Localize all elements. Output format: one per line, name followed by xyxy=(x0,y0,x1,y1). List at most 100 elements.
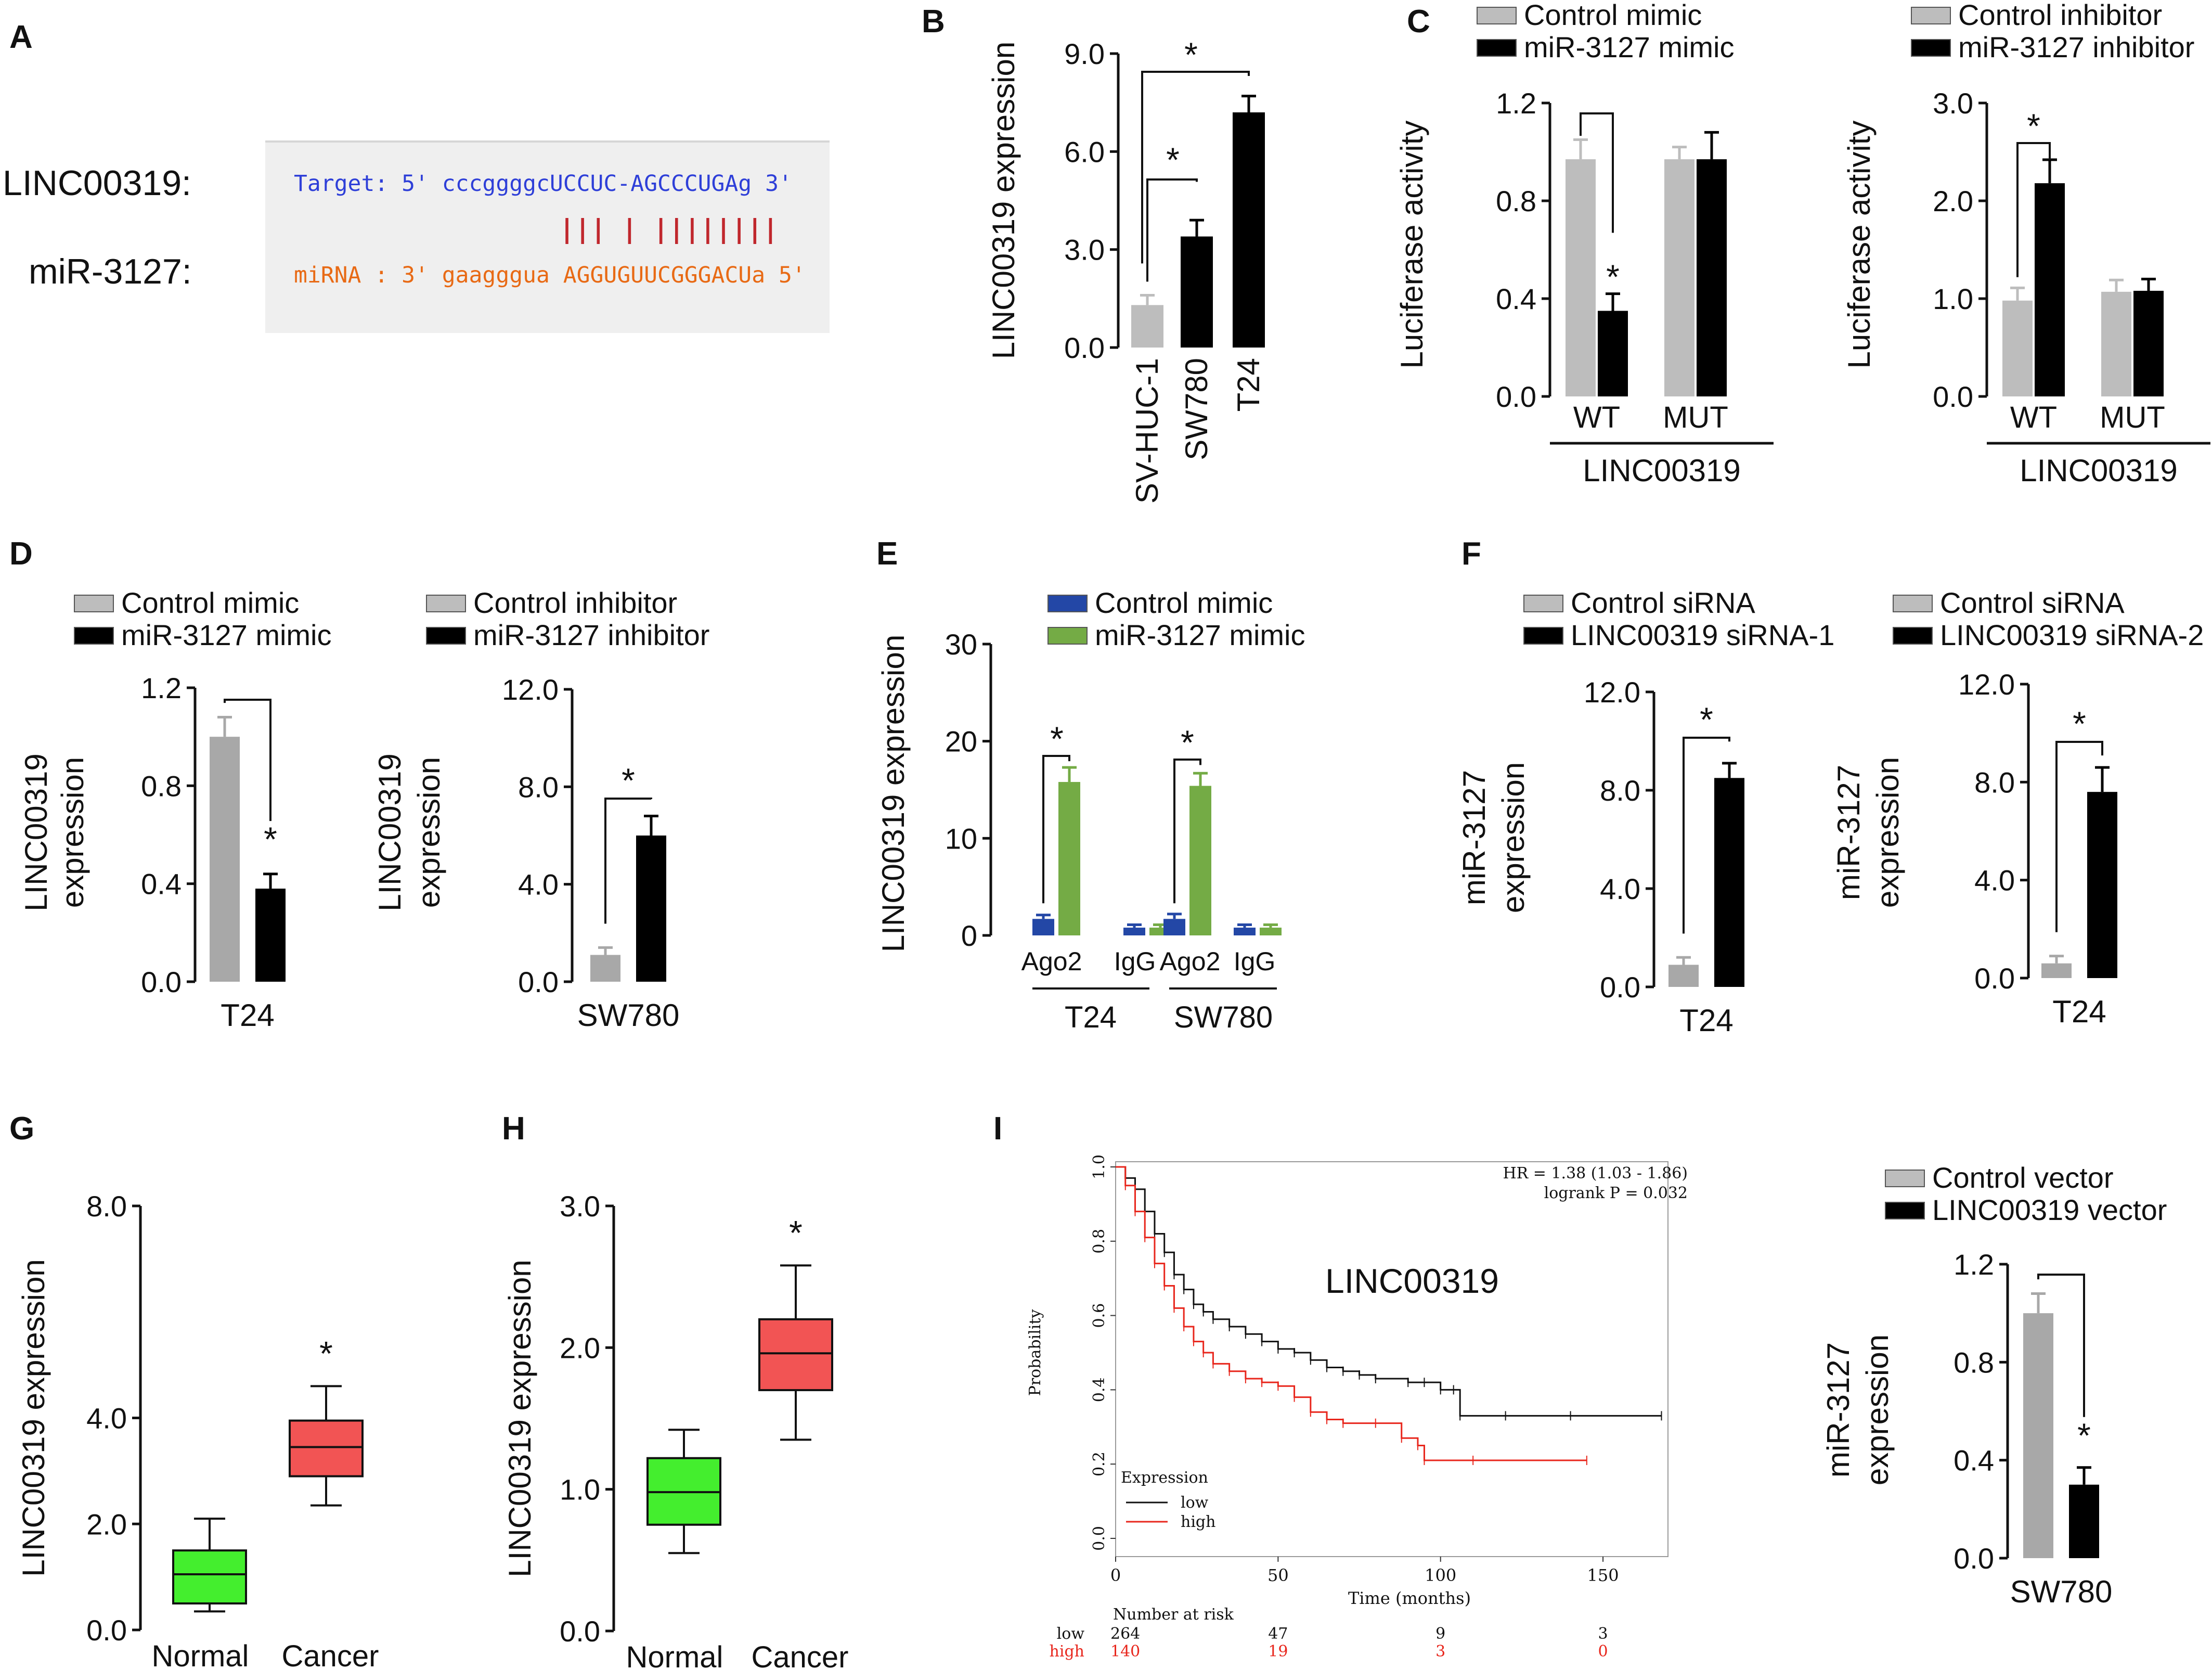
panel-c-inhibitor-y-tick-label: 1.0 xyxy=(1933,282,1973,315)
panel-f-sirna2-sig-bracket-line xyxy=(2055,741,2103,932)
panel-f-sirna2-legend-swatch-0 xyxy=(1893,595,1933,612)
panel-e-bar-control-ago2-2 xyxy=(1163,919,1185,935)
panel-c-inhibitor-group-label: LINC00319 xyxy=(2020,453,2178,488)
panel-d-mimic-x-tick-label: T24 xyxy=(221,998,274,1033)
panel-i-vector-y-label-line1: miR-3127 xyxy=(1821,1342,1856,1478)
panel-d-mimic-legend-swatch-0 xyxy=(74,595,114,612)
panel-d-mimic-legend-item-0: Control mimic xyxy=(121,586,299,619)
panel-c-mimic-y-label: Luciferase activity xyxy=(1394,121,1429,369)
panel-h-box-cancer xyxy=(758,1264,833,1441)
panel-c-inhibitor-bar-control-inhibitor-mut xyxy=(2101,291,2131,396)
panel-i-km-x-label: Time (months) xyxy=(1348,1588,1471,1608)
panel-i-vector-legend-item-0: Control vector xyxy=(1932,1161,2114,1194)
panel-i-km-x-tick-label: 150 xyxy=(1587,1565,1619,1585)
target-sequence: Target: 5' cccggggcUCCUC-AGCCCUGAg 3' xyxy=(294,171,792,197)
panel-d-mimic-bar-treatment xyxy=(255,889,286,982)
panel-g-y-tick-label: 0.0 xyxy=(86,1614,127,1647)
panel-g-y-label: LINC00319 expression xyxy=(16,1259,51,1576)
panel-b-bar-t24 xyxy=(1233,112,1265,348)
panel-label-h: H xyxy=(502,1111,525,1147)
panel-b-y-tick-label: 9.0 xyxy=(1064,37,1105,70)
panel-h-box-normal xyxy=(646,1429,721,1555)
panel-d-inhibitor-y-tick-label: 0.0 xyxy=(518,966,559,998)
panel-c-mimic-sig-bracket xyxy=(1580,112,1614,233)
panel-d-inhibitor-legend-swatch-1 xyxy=(426,627,466,645)
panel-i-vector-x-tick-label: SW780 xyxy=(2010,1574,2113,1609)
panel-h-y-tick-label: 1.0 xyxy=(560,1473,600,1506)
charts-layer: 0.0 3.0 6.0 9.0 LINC00319 expression SV-HUC-1… xyxy=(16,0,2210,1670)
panel-g-iqr-box xyxy=(289,1419,364,1478)
panel-d-inhibitor-bar-treatment xyxy=(636,836,666,982)
panel-b-sig-star-2: * xyxy=(1184,35,1198,74)
alignment-box xyxy=(265,140,830,333)
panel-b-y-tick-label: 6.0 xyxy=(1064,135,1105,168)
panel-c-mimic-sig-star-bar: * xyxy=(1606,258,1620,296)
panel-c-mimic-y-tick-label: 1.2 xyxy=(1496,87,1536,120)
panel-i-km-y-tick-label: 0.2 xyxy=(1090,1451,1108,1476)
panel-h-y-tick-label: 3.0 xyxy=(560,1190,600,1223)
panel-d-mimic-y-tick-label: 1.2 xyxy=(141,672,182,704)
panel-d-mimic-sig-star: * xyxy=(264,820,277,858)
panel-f-sirna2-bar-control xyxy=(2041,963,2072,978)
panel-i-vector-y-tick-label: 1.2 xyxy=(1954,1248,1994,1281)
panel-c-inhibitor-sig-star: * xyxy=(2027,107,2040,145)
panel-e-group-label-t24: T24 xyxy=(1065,1000,1117,1034)
panel-f-sirna2-y-tick-label: 0.0 xyxy=(1974,962,2015,995)
panel-c-inhibitor-sig-bracket-line xyxy=(2016,142,2051,277)
panel-label-e: E xyxy=(876,536,898,572)
panel-i-vector-sig-bracket-line xyxy=(2037,1274,2085,1417)
panel-e-sig-star-sw780: * xyxy=(1181,723,1194,762)
panel-d-inhibitor-y-label-line2: expression xyxy=(411,757,446,908)
panel-c-inhibitor-y-label: Luciferase activity xyxy=(1842,121,1877,369)
panel-i-km-risk-title: Number at risk xyxy=(1113,1605,1234,1624)
panel-g-x-tick-label: Cancer xyxy=(282,1639,379,1670)
panel-f-sirna1-y-label-line1: miR-3127 xyxy=(1457,770,1492,905)
panel-i-vector-bar-control xyxy=(2023,1313,2053,1558)
panel-i-km-risk-row-label-low: low xyxy=(1057,1625,1085,1643)
panel-f-sirna2-legend-item-1: LINC00319 siRNA-2 xyxy=(1940,619,2204,651)
panel-i-km-y-label: Probability xyxy=(1026,1309,1044,1396)
panel-h-sig-star: * xyxy=(789,1213,803,1252)
panel-i-vector-bar-treatment xyxy=(2069,1484,2099,1558)
mirna-sequence: miRNA : 3' gaagggua AGGUGUUCGGGACUa 5' xyxy=(294,262,806,288)
panel-e-sig-bracket-t24 xyxy=(1042,755,1070,904)
panel-e-bar-mimic-ago2-2 xyxy=(1189,786,1211,935)
panel-e-legend-swatch-1 xyxy=(1047,627,1088,645)
panel-i-vector-legend-swatch-1 xyxy=(1885,1202,1925,1219)
panel-i-km-x-tick-label: 0 xyxy=(1110,1565,1121,1585)
panel-g-box-normal xyxy=(172,1518,247,1613)
panel-c-mimic-legend-item-1: miR-3127 mimic xyxy=(1524,31,1735,63)
panel-h-x-tick-label: Cancer xyxy=(752,1640,849,1670)
panel-h-y-tick-label: 0.0 xyxy=(560,1615,600,1648)
panel-d-inhibitor-legend-swatch-0 xyxy=(426,595,466,612)
panel-i-km-risk-value-high: 19 xyxy=(1268,1642,1288,1661)
panel-a: LINC00319: miR-3127: Target: 5' cccggggc… xyxy=(3,140,830,333)
panel-d-mimic-legend-item-1: miR-3127 mimic xyxy=(121,619,332,651)
panel-i-km-risk-value-low: 3 xyxy=(1598,1625,1608,1643)
panel-f-sirna1-legend-swatch-0 xyxy=(1523,595,1563,612)
panel-b-y-axis: 0.0 3.0 6.0 9.0 xyxy=(1064,37,1120,364)
panel-e-group-label-sw780: SW780 xyxy=(1174,1000,1273,1034)
panel-c-inhibitor-bar-control-inhibitor-wt xyxy=(2002,300,2033,396)
panel-g-box-cancer xyxy=(289,1385,364,1507)
panel-e-x-tick-label: Ago2 xyxy=(1021,947,1082,976)
panel-i-km-y-tick-label: 0.0 xyxy=(1090,1526,1108,1551)
panel-d-mimic-y-tick-label: 0.4 xyxy=(141,868,182,901)
panel-c-inhibitor-bar-mir-3127-inhibitor-wt xyxy=(2035,183,2065,396)
panel-d-mimic-y-tick-label: 0.8 xyxy=(141,769,182,802)
panel-e-bar-mimic-igg-3 xyxy=(1260,928,1282,935)
panel-d-inhibitor-x-tick-label: SW780 xyxy=(577,998,680,1033)
panel-d-mimic-y-tick-label: 0.0 xyxy=(141,966,182,998)
panel-c-mimic-y-tick-label: 0.0 xyxy=(1496,380,1536,413)
panel-f-sirna2-y-tick-label: 4.0 xyxy=(1974,864,2015,897)
panel-h-iqr-box xyxy=(758,1318,833,1392)
panel-i-km-y-tick-label: 0.4 xyxy=(1090,1378,1108,1403)
panel-label-b: B xyxy=(922,4,945,40)
panel-h-y-label: LINC00319 expression xyxy=(502,1260,537,1577)
panel-i-km-risk-value-low: 9 xyxy=(1435,1625,1445,1643)
panel-c-inhibitor-y-axis: 0.0 1.0 2.0 3.0 xyxy=(1933,87,1988,413)
panel-i-km-y-tick-label: 0.8 xyxy=(1090,1229,1108,1254)
panel-f-sirna2-y-label-line2: expression xyxy=(1870,757,1905,908)
panel-e-x-tick-label: IgG xyxy=(1234,947,1276,976)
panel-b-y-tick-label: 0.0 xyxy=(1064,331,1105,364)
